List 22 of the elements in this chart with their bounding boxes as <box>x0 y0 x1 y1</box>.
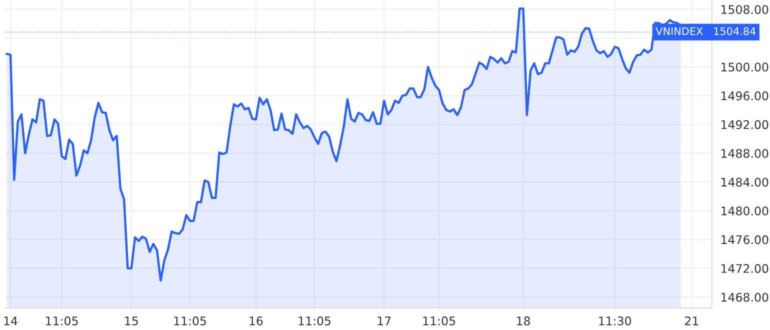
x-tick-label: 21 <box>685 316 698 326</box>
x-tick-label: 11:05 <box>423 316 455 326</box>
x-tick-label: 11:05 <box>46 316 78 326</box>
x-tick-label: 15 <box>125 316 138 326</box>
y-tick-label: 1480.00 <box>721 206 768 216</box>
ref-line-label: VNINDEX 1504.84 <box>656 27 756 36</box>
x-tick-label: 11:30 <box>599 316 632 326</box>
y-tick-label: 1496.00 <box>721 91 768 100</box>
y-tick-label: 1508.00 <box>721 5 768 14</box>
y-tick-label: 1468.00 <box>721 292 768 302</box>
x-tick-label: 16 <box>250 316 263 326</box>
y-tick-label: 1488.00 <box>721 148 768 158</box>
y-tick-label: 1484.00 <box>721 178 768 187</box>
x-tick-label: 17 <box>378 316 391 326</box>
y-tick-label: 1476.00 <box>721 235 768 244</box>
x-tick-label: 18 <box>517 316 530 326</box>
y-tick-label: 1500.00 <box>721 62 768 72</box>
y-tick-label: 1492.00 <box>721 120 768 130</box>
x-tick-label: 11:05 <box>298 316 330 326</box>
y-tick-label: 1472.00 <box>721 264 768 273</box>
x-tick-label: 11:05 <box>174 316 206 326</box>
x-tick-label: 14 <box>4 316 18 326</box>
